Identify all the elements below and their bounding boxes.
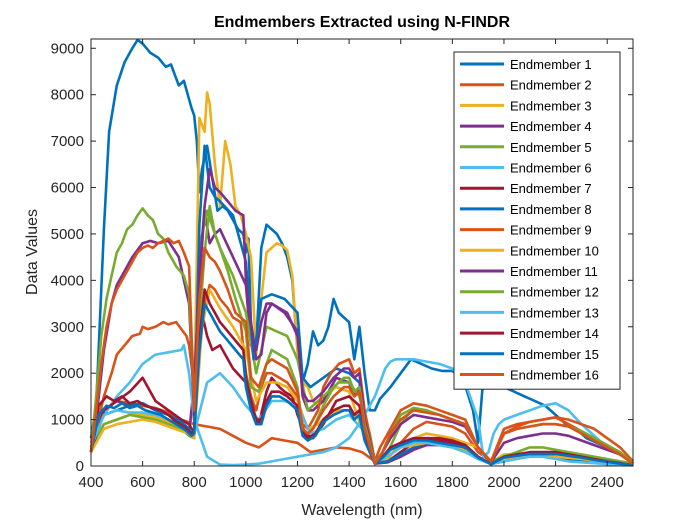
x-tick-label: 1600: [384, 474, 417, 491]
legend: Endmember 1 Endmember 2 Endmember 3 Endmemb…: [453, 51, 621, 390]
x-tick-label: 1000: [229, 474, 262, 491]
series-line-endmember-15: [89, 302, 634, 467]
y-tick-label: 4000: [51, 272, 84, 289]
x-tick-label: 1800: [436, 474, 469, 491]
legend-label-endmember-14: Endmember 14: [510, 326, 599, 341]
legend-label-endmember-13: Endmember 13: [510, 305, 599, 320]
legend-label-endmember-9: Endmember 9: [510, 223, 592, 238]
x-tick-label: 1400: [332, 474, 365, 491]
legend-label-endmember-7: Endmember 7: [510, 181, 592, 196]
x-tick-label: 2000: [487, 474, 520, 491]
x-tick-label: 400: [78, 474, 103, 491]
series-line-endmember-16: [89, 237, 634, 466]
legend-label-endmember-8: Endmember 8: [510, 202, 592, 217]
chart-title: Endmembers Extracted using N-FINDR: [214, 14, 511, 31]
y-tick-label: 5000: [51, 226, 84, 243]
y-tick-label: 7000: [51, 133, 84, 150]
legend-box: [453, 51, 621, 390]
lines-layer: [89, 38, 634, 467]
x-tick-label: 2400: [591, 474, 624, 491]
legend-label-endmember-10: Endmember 10: [510, 243, 599, 258]
y-tick-label: 0: [76, 458, 84, 475]
y-tick-label: 6000: [51, 180, 84, 197]
legend-label-endmember-6: Endmember 6: [510, 161, 592, 176]
plot-frame: [90, 38, 634, 467]
y-axis-title: Data Values: [24, 209, 41, 295]
series-line-endmember-11: [89, 167, 634, 465]
y-tick-label: 9000: [51, 40, 84, 57]
legend-label-endmember-2: Endmember 2: [510, 78, 592, 93]
legend-label-endmember-12: Endmember 12: [510, 285, 599, 300]
legend-label-endmember-16: Endmember 16: [510, 368, 599, 383]
legend-label-endmember-15: Endmember 15: [510, 347, 599, 362]
legend-label-endmember-4: Endmember 4: [510, 119, 592, 134]
x-axis-title: Wavelength (nm): [301, 502, 422, 519]
legend-label-endmember-5: Endmember 5: [510, 140, 592, 155]
legend-label-endmember-3: Endmember 3: [510, 98, 592, 113]
x-tick-label: 1200: [281, 474, 314, 491]
x-tick-label: 2200: [539, 474, 572, 491]
x-tick-label: 600: [130, 474, 155, 491]
y-tick-label: 1000: [51, 412, 84, 429]
y-tick-label: 2000: [51, 365, 84, 382]
y-tick-label: 8000: [51, 87, 84, 104]
ticks-layer: 400 600 800 1000 1200 1400 1600 1800 2000 2200 240…: [51, 39, 633, 491]
legend-label-endmember-11: Endmember 11: [510, 264, 598, 279]
legend-label-endmember-1: Endmember 1: [510, 57, 592, 72]
series-line-endmember-6: [89, 343, 634, 467]
x-tick-label: 800: [182, 474, 207, 491]
y-tick-label: 3000: [51, 319, 84, 336]
